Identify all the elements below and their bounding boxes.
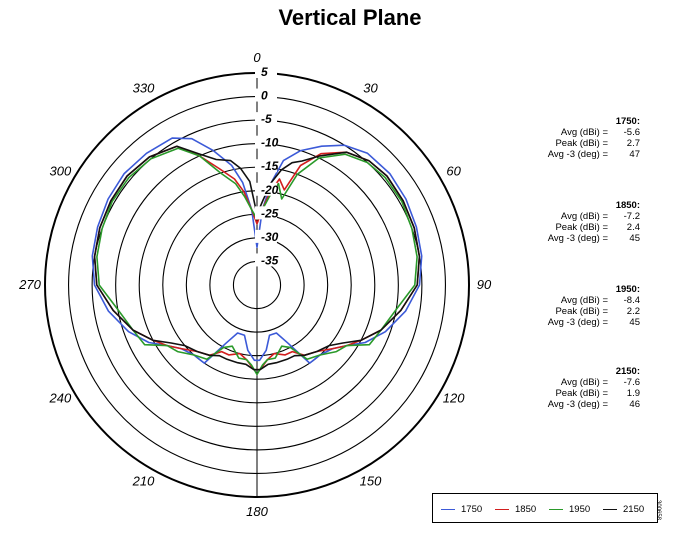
stats-bw-label: Avg -3 (deg) = [547,399,608,410]
ring-label-bg [255,182,277,196]
ring-label-bg [255,206,277,220]
series-line-1750 [91,137,423,364]
ring-label: -25 [261,206,279,220]
stats-peak-value: 2.2 [626,306,640,317]
stats-peak-label: Peak (dBi) = [555,388,608,399]
ring-label: -5 [261,112,272,126]
stats-peak-value: 1.9 [626,388,640,399]
stats-avg-value: -7.2 [623,211,640,222]
ring-label-bg [255,112,277,126]
ring-label-bg [255,229,277,243]
series-group [91,137,423,376]
legend-label: 1850 [515,504,537,515]
ring-label-bg [255,253,277,267]
stats-avg-label: Avg (dBi) = [560,211,608,222]
stats-avg-label: Avg (dBi) = [560,377,608,388]
legend-swatch [603,509,617,510]
stats-peak-label: Peak (dBi) = [555,138,608,149]
figure-code: 300658 [655,500,661,521]
legend-label: 1950 [569,504,591,515]
angle-label: 210 [132,474,155,489]
chart-legend: 1750 1850 1950 2150 [432,493,658,523]
angle-label: 300 [50,164,72,179]
stats-avg-value: -8.4 [623,295,640,306]
stats-freq: 1750: [615,116,640,127]
angle-label: 90 [477,277,492,292]
stats-bw-value: 47 [629,149,640,160]
ring-label-bg [255,159,277,173]
angle-label: 120 [443,391,465,406]
ring-label-bg [255,88,277,102]
angle-label: 270 [18,277,41,292]
angle-label: 30 [363,80,378,95]
stats-bw-value: 46 [629,399,640,410]
stats-peak-label: Peak (dBi) = [555,306,608,317]
legend-item-1750: 1750 [441,504,482,515]
stats-bw-label: Avg -3 (deg) = [547,149,608,160]
legend-item-2150: 2150 [603,504,644,515]
stats-peak-value: 2.7 [626,138,640,149]
stats-block-1950: 1950: Avg (dBi) = -8.4 Peak (dBi) = 2.2 Av… [520,284,640,328]
stats-avg-value: -5.6 [623,127,640,138]
angle-label: 60 [446,164,461,179]
ring-label: -35 [261,253,279,267]
stats-avg-value: -7.6 [623,377,640,388]
legend-label: 1750 [461,504,483,515]
ring-label-bg [255,135,277,149]
angle-label: 0 [253,50,261,65]
ring-label: -20 [261,183,279,197]
stats-bw-label: Avg -3 (deg) = [547,317,608,328]
stats-freq: 1950: [615,284,640,295]
ring-label: -10 [261,136,279,150]
ring-label-bg [255,65,277,78]
stats-freq: 1850: [615,200,640,211]
stats-peak-value: 2.4 [626,222,640,233]
ring-label: -15 [261,159,279,173]
legend-item-1850: 1850 [495,504,536,515]
stats-avg-label: Avg (dBi) = [560,295,608,306]
angle-label: 180 [246,504,268,519]
legend-swatch [549,509,563,510]
stats-bw-value: 45 [629,317,640,328]
stats-block-1750: 1750: Avg (dBi) = -5.6 Peak (dBi) = 2.7 Av… [520,116,640,160]
angle-label: 240 [49,391,72,406]
legend-swatch [495,509,509,510]
stats-bw-label: Avg -3 (deg) = [547,233,608,244]
stats-block-1850: 1850: Avg (dBi) = -7.2 Peak (dBi) = 2.4 Av… [520,200,640,244]
legend-swatch [441,509,455,510]
legend-item-1950: 1950 [549,504,590,515]
series-line-2150 [93,145,421,371]
axis-labels: 50-5-10-15-20-25-30-35030609012015018021… [18,50,492,519]
angle-label: 150 [360,474,382,489]
stats-avg-label: Avg (dBi) = [560,127,608,138]
ring-label: 0 [261,89,268,103]
legend-label: 2150 [623,504,645,515]
ring-label: -30 [261,230,279,244]
ring-label: 5 [261,65,268,79]
stats-bw-value: 45 [629,233,640,244]
stats-block-2150: 2150: Avg (dBi) = -7.6 Peak (dBi) = 1.9 Av… [520,366,640,410]
chart-title: Vertical Plane [278,5,421,30]
stats-peak-label: Peak (dBi) = [555,222,608,233]
angle-label: 330 [133,80,155,95]
stats-freq: 2150: [615,366,640,377]
